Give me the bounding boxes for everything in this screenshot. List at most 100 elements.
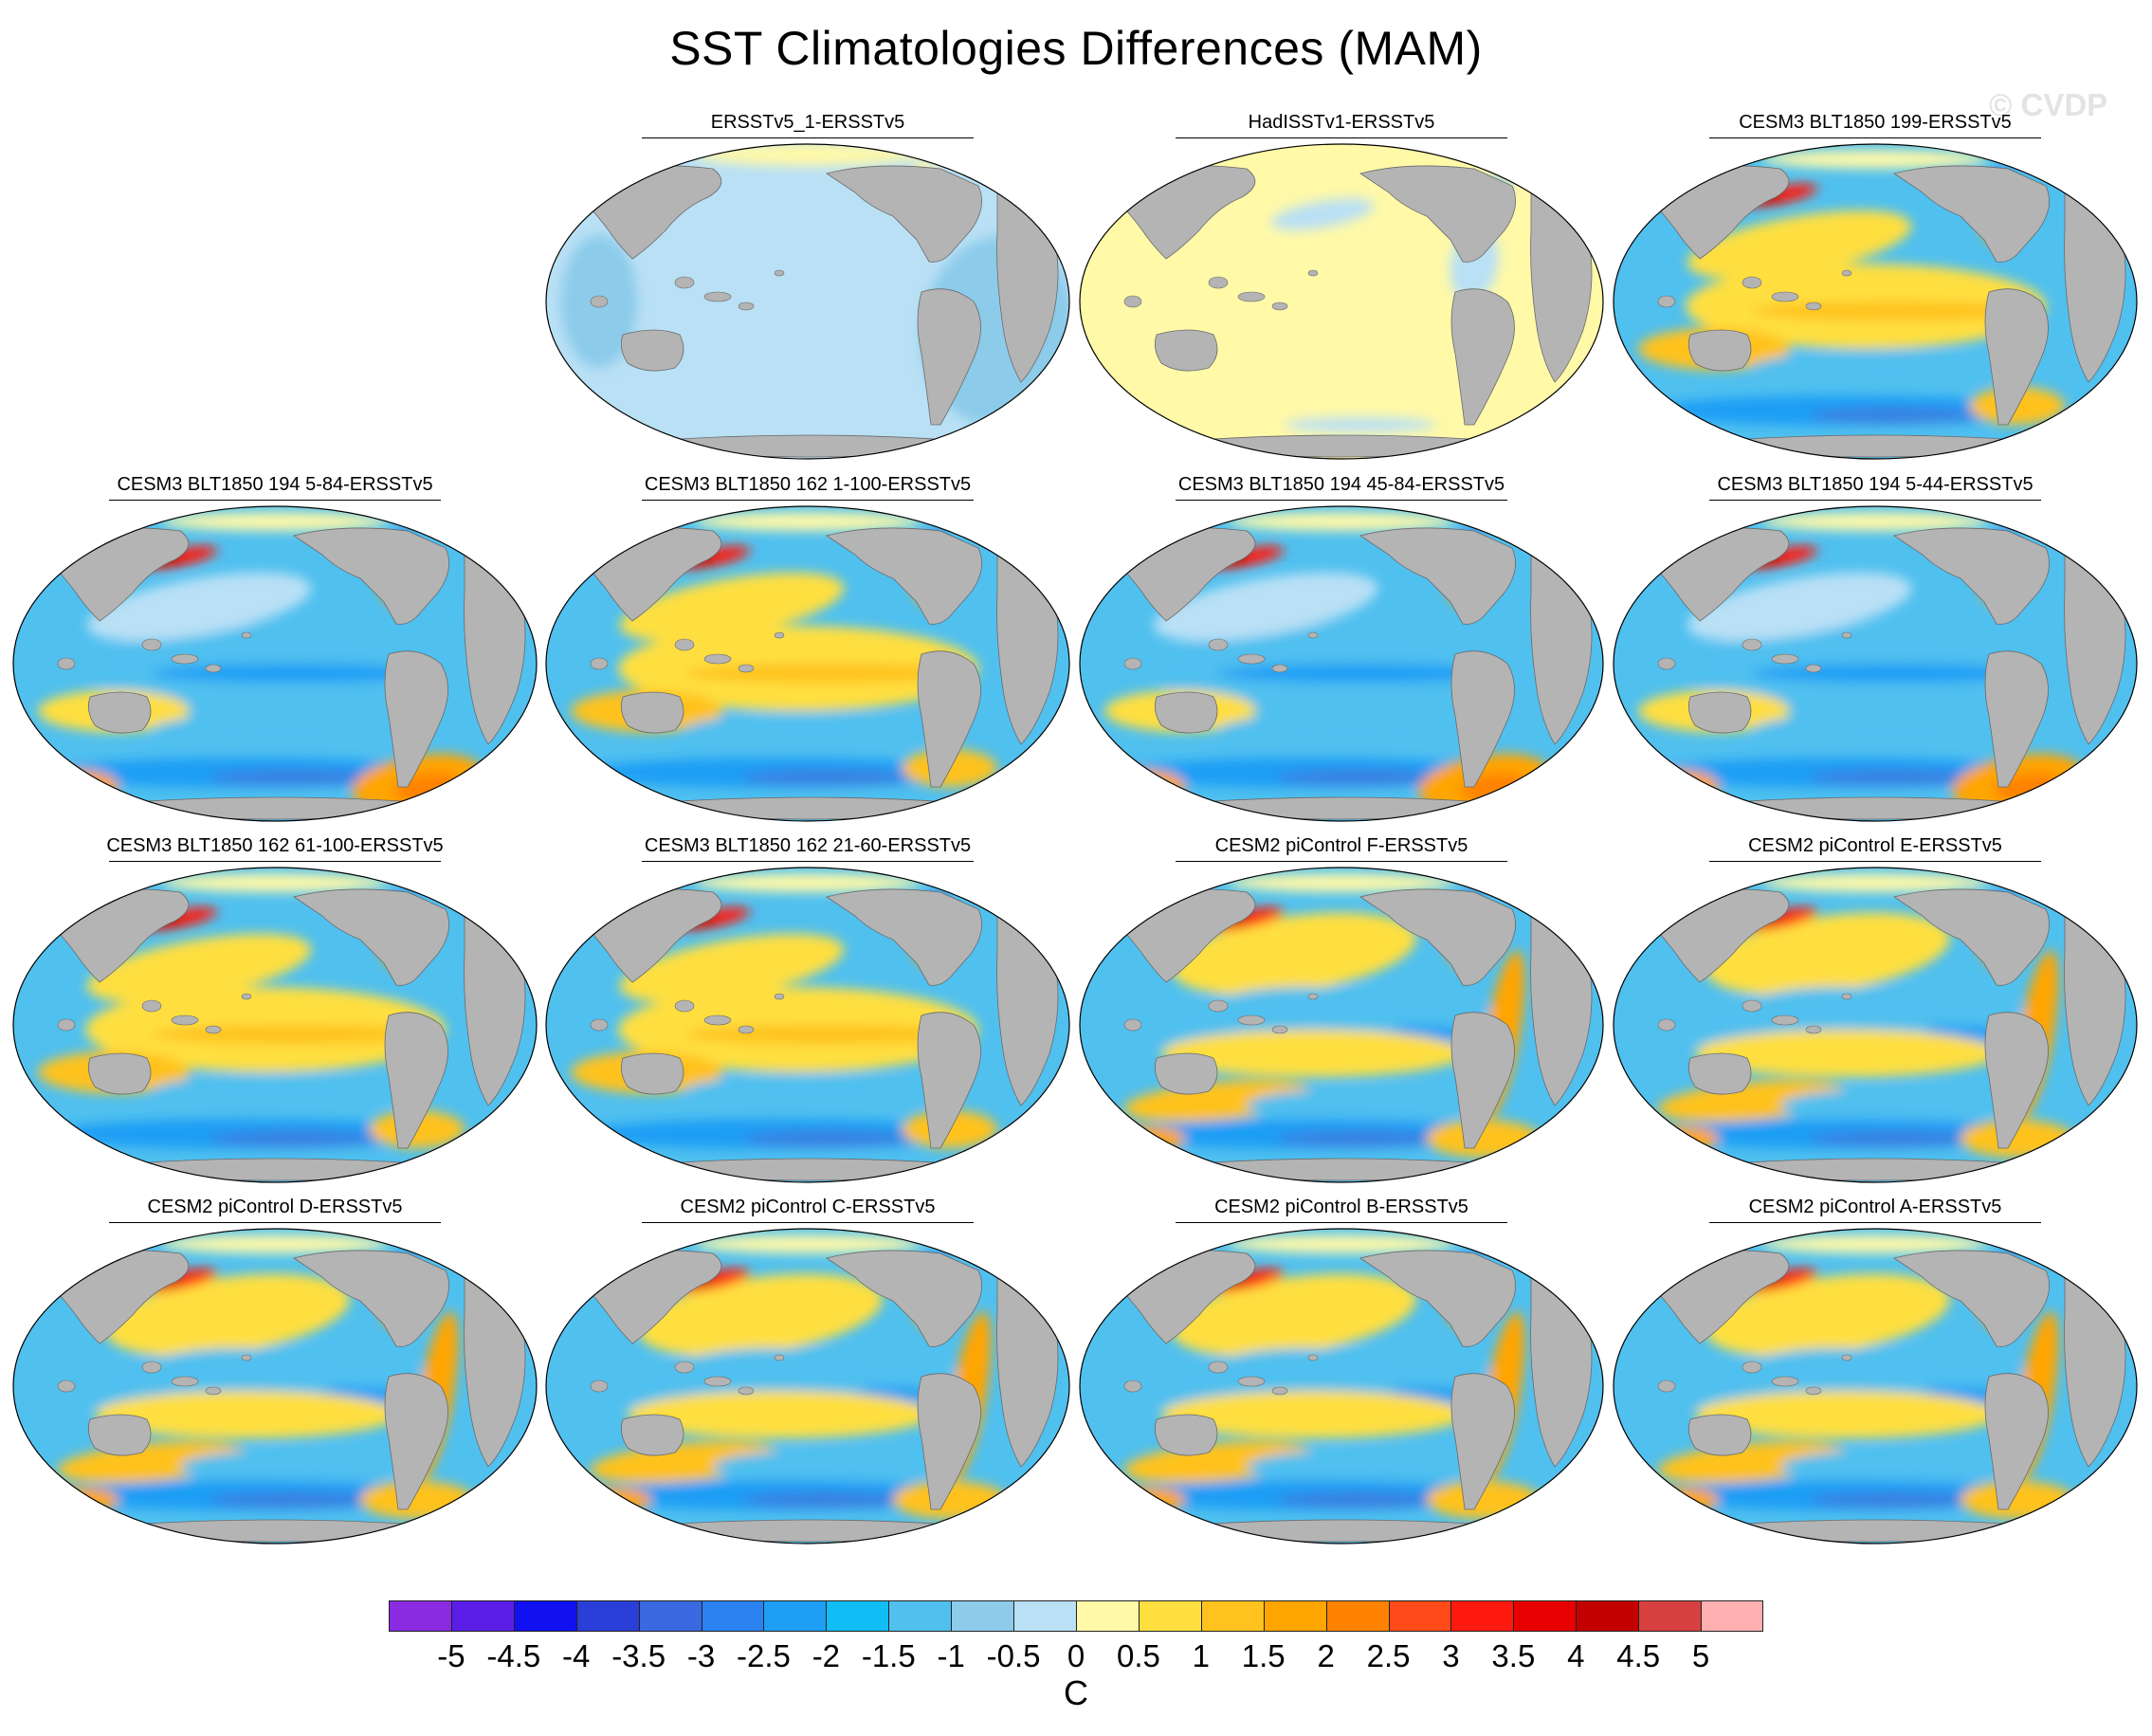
colorbar-swatch [951,1600,1014,1632]
colorbar-swatch [389,1600,452,1632]
robinson-map [1079,143,1604,460]
map-outline [545,505,1070,822]
panel-title: CESM2 piControl D-ERSSTv5 [147,1197,403,1217]
map-panel: CESM2 piControl B-ERSSTv5 [1076,1197,1607,1549]
colorbar-tick-label: -4 [562,1638,591,1673]
sst-anomaly-band [1275,770,1446,785]
sst-anomaly-band [684,713,950,747]
colorbar-units: C [1064,1673,1088,1712]
sst-anomaly-band [161,1234,389,1253]
sst-anomaly-band [1247,1450,1474,1484]
robinson-map [1613,1228,2138,1544]
colorbar-tick-label: 1.5 [1241,1638,1286,1673]
land-mass [1657,657,1676,670]
land-mass [1154,329,1218,372]
sst-anomaly-band [209,1131,379,1146]
land-mass [1731,796,2019,820]
colorbar-swatch [1576,1600,1639,1632]
land-mass [703,1376,732,1387]
land-mass [1271,1386,1288,1396]
panel-title-underline [1176,500,1507,501]
map-outline [545,143,1070,460]
land-mass [205,1025,222,1034]
colorbar-tick-label: 3.5 [1491,1638,1536,1673]
sst-anomaly-band [1761,150,1989,169]
panel-title-underline [1176,861,1507,862]
land-mass [131,1158,419,1181]
map-outline [545,1228,1070,1544]
colorbar-tick-label: -1.5 [861,1638,916,1673]
sst-anomaly-band [1752,713,2017,747]
sst-anomaly-band [33,770,119,804]
map-panel: CESM3 BLT1850 162 21-60-ERSSTv5 [542,835,1073,1188]
sst-anomaly-band [86,933,312,1003]
panel-title: CESM3 BLT1850 194 5-84-ERSSTv5 [117,474,433,495]
colorbar-swatch [575,1600,640,1632]
land-mass [664,1519,952,1543]
land-mass [1984,1373,2049,1510]
sst-anomaly-band [1809,1131,1979,1146]
land-mass [1123,1018,1142,1032]
colorbar-tick-label: -3 [686,1638,716,1673]
land-mass [205,664,222,673]
land-mass [674,638,695,651]
land-mass [703,1014,732,1026]
colorbar-tick-label: 2.5 [1366,1638,1411,1673]
land-mass [1893,1250,2050,1347]
land-mass [1742,638,1762,651]
colorbar-tick-label: 2 [1317,1638,1335,1673]
land-mass [1731,1158,2019,1181]
land-mass [1771,291,1799,302]
land-mass [293,1250,449,1347]
colorbar-swatch [1388,1600,1451,1632]
land-mass [131,1519,419,1543]
map-outline [1613,505,2138,822]
sst-anomaly-band [1199,1348,1408,1405]
colorbar-swatch [763,1600,827,1632]
sst-anomaly-band [694,144,921,166]
land-mass [1197,796,1486,820]
colorbar-tick-label: -2.5 [737,1638,791,1673]
map-panel: CESM3 BLT1850 194 45-84-ERSSTv5 [1076,474,1607,827]
sst-anomaly-band [86,572,312,642]
land-mass [1237,1014,1266,1026]
land-mass [738,302,755,311]
colorbar-tick-label: 4.5 [1616,1638,1661,1673]
sst-anomaly-band [1270,198,1375,230]
land-mass [1657,1380,1676,1393]
land-mass [384,650,448,788]
robinson-map [545,143,1070,460]
sst-anomaly-band [1153,572,1378,642]
land-mass [1271,1025,1288,1034]
colorbar-tick-label: 4 [1567,1638,1585,1673]
map-panel: CESM3 BLT1850 162 1-100-ERSSTv5 [542,474,1073,827]
land-mass [1805,1386,1822,1396]
land-mass [1841,269,1852,277]
panel-title-underline [109,1222,441,1223]
land-mass [1271,664,1288,673]
colorbar-swatch [888,1600,952,1632]
colorbar-swatch [1200,1600,1265,1632]
sst-anomaly-band [1733,1348,1942,1405]
sst-anomaly-band [105,1273,350,1357]
map-outline [12,1228,538,1544]
land-mass [1154,691,1218,734]
sst-anomaly-band [619,572,845,642]
land-mass [674,999,695,1013]
colorbar-swatch [701,1600,764,1632]
colorbar-swatch [450,1600,515,1632]
map-outline [12,867,538,1183]
land-mass [590,1018,609,1032]
sst-anomaly-band [1695,1030,1998,1077]
land-mass [241,631,252,639]
colorbar-swatch [1325,1600,1390,1632]
sst-anomaly-band [180,1450,408,1484]
land-mass [1984,288,2049,426]
land-mass [774,269,785,277]
land-mass [1208,1361,1229,1374]
sst-anomaly-band [1161,1391,1465,1438]
map-panel: CESM2 piControl F-ERSSTv5 [1076,835,1607,1188]
land-mass [293,888,449,986]
land-mass [1742,1361,1762,1374]
land-mass [1450,1373,1515,1510]
